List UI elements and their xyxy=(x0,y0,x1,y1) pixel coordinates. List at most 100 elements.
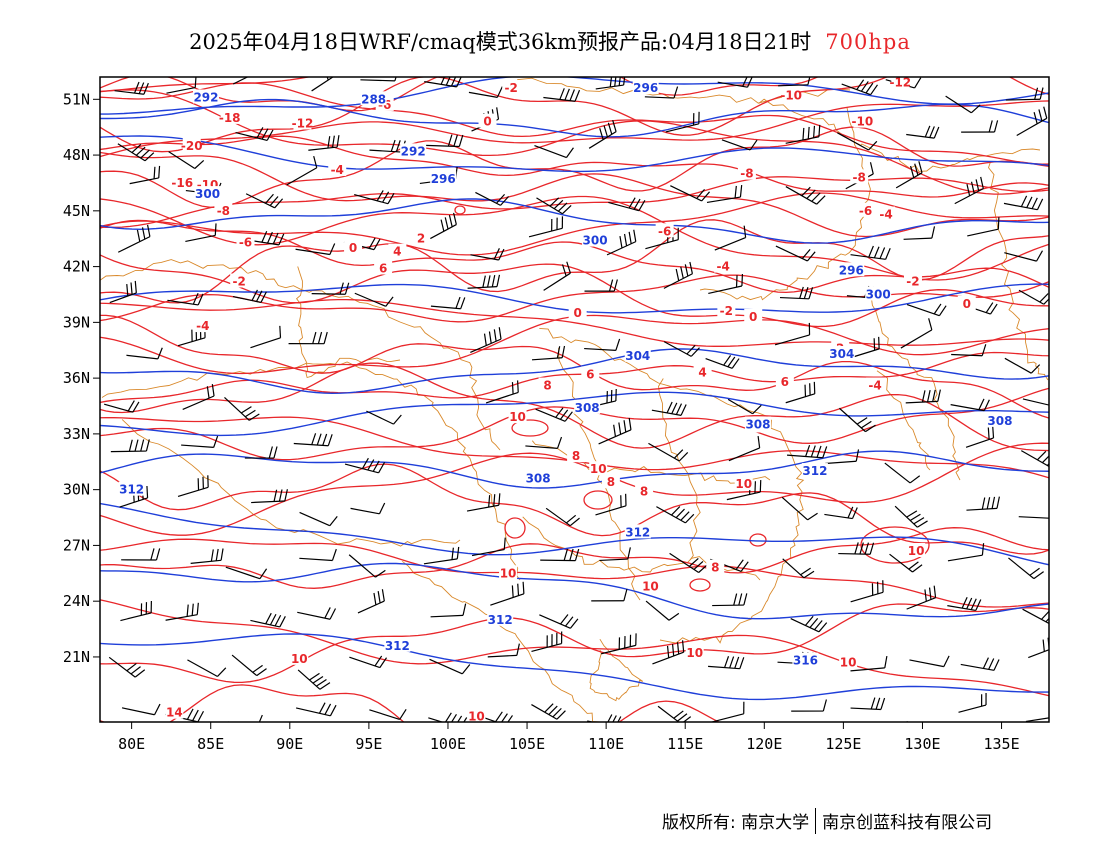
geopotential-isoline xyxy=(100,391,1049,437)
wind-barb xyxy=(528,216,564,238)
wind-barb xyxy=(588,119,617,149)
geopotential-label: 316 xyxy=(793,654,818,668)
wind-barb xyxy=(350,502,386,515)
lat-tick-label: 45N xyxy=(63,202,90,220)
geopotential-label-mask xyxy=(838,262,865,277)
temperature-label-mask xyxy=(737,165,756,180)
company-name: 南京创蓝科技有限公司 xyxy=(822,813,993,833)
wind-barb xyxy=(1004,357,1041,374)
wind-barb xyxy=(825,449,860,465)
wind-barb xyxy=(947,543,985,562)
temperature-label-mask xyxy=(775,373,794,388)
wind-barb xyxy=(652,640,685,665)
admin-border xyxy=(402,560,601,722)
wind-barb xyxy=(543,261,571,291)
temperature-label: 8 xyxy=(607,475,615,489)
wind-barb xyxy=(466,493,501,512)
wind-barb xyxy=(787,444,828,459)
wind-barb xyxy=(535,407,573,422)
axis-ticks: 80E 85E 90E 95E 100E 105E 110E 115E 120E 125E 130E… xyxy=(63,90,1020,753)
wind-barb xyxy=(951,344,987,357)
lat-tick-label: 39N xyxy=(63,313,90,331)
wind-barb xyxy=(591,588,628,602)
admin-border xyxy=(876,370,931,471)
lon-tick-label: 105E xyxy=(509,735,545,753)
wind-barb xyxy=(430,296,466,310)
wind-barb xyxy=(423,546,460,565)
geopotential-label-mask xyxy=(828,345,855,360)
wind-barb xyxy=(543,88,581,102)
temperature-label: 10 xyxy=(908,544,925,558)
temperature-label-mask xyxy=(744,308,763,323)
temperature-isotherm xyxy=(100,314,1049,375)
wind-barb xyxy=(308,135,340,151)
temperature-isotherm xyxy=(100,463,1049,555)
wind-barb xyxy=(781,496,818,521)
temperature-label: -2 xyxy=(720,304,733,318)
temperature-label: -6 xyxy=(239,235,252,249)
wind-barb xyxy=(1018,516,1049,519)
wind-barb xyxy=(190,548,224,564)
geopotential-isoline xyxy=(100,198,1049,244)
geopotential-label: 308 xyxy=(987,414,1012,428)
wind-barb xyxy=(909,655,950,668)
province-borders xyxy=(100,77,1049,722)
wind-barb xyxy=(167,292,204,306)
wind-barb xyxy=(117,224,151,253)
temperature-loop xyxy=(689,578,711,592)
geopotential-label-mask xyxy=(632,80,659,95)
temperature-label: 0 xyxy=(749,310,757,324)
wind-barb xyxy=(721,139,758,151)
wind-barbs xyxy=(104,77,1049,722)
temperature-label: -18 xyxy=(219,111,241,125)
wind-barb xyxy=(945,95,981,114)
geopotential-label: 300 xyxy=(583,234,608,248)
temperature-label-mask xyxy=(850,169,869,184)
wind-barb xyxy=(1018,289,1049,305)
wind-barb xyxy=(584,279,618,292)
temperature-label: 10 xyxy=(735,477,752,491)
geopotential-label: 304 xyxy=(625,349,650,363)
footer: 版权所有: 南京大学 南京创蓝科技有限公司 xyxy=(662,808,992,836)
wind-barb xyxy=(966,496,1000,511)
temperature-label-mask xyxy=(374,260,393,275)
admin-border xyxy=(589,638,644,702)
wind-barb xyxy=(531,703,566,720)
wind-barb xyxy=(540,548,580,562)
wind-barb xyxy=(895,161,923,189)
geopotential-label-mask xyxy=(865,286,892,301)
wind-barb xyxy=(430,212,457,240)
temperature-isotherm xyxy=(100,527,1049,589)
lon-tick-label: 130E xyxy=(904,735,940,753)
wind-barb xyxy=(900,318,933,349)
wind-barb xyxy=(1016,106,1048,136)
temperature-label: -8 xyxy=(740,167,753,181)
geopotential-label: 304 xyxy=(829,347,854,361)
wind-barb xyxy=(606,229,637,256)
temperature-label-mask xyxy=(290,650,309,665)
geopotential-label-mask xyxy=(400,143,427,158)
temperature-label: 2 xyxy=(417,232,425,246)
map-frame xyxy=(99,76,1050,723)
wind-barb xyxy=(293,433,333,447)
temperature-label: 0 xyxy=(349,241,357,255)
wind-barb xyxy=(104,400,140,413)
wind-barb xyxy=(245,193,284,209)
wind-barb xyxy=(251,489,288,504)
wind-barb xyxy=(181,435,219,448)
wind-barb xyxy=(348,554,386,578)
geopotential-label-mask xyxy=(792,652,819,667)
wind-barb xyxy=(838,407,876,433)
temperature-label-mask xyxy=(907,542,926,557)
temperature-label-mask xyxy=(693,364,712,379)
wind-barb xyxy=(665,111,700,133)
wind-barb xyxy=(228,714,263,722)
geopotential-isoline xyxy=(100,450,1049,489)
geopotential-label: 312 xyxy=(802,464,827,478)
temperature-label: -10 xyxy=(780,89,802,103)
geopotential-label: 300 xyxy=(195,187,220,201)
wind-barb xyxy=(841,79,878,96)
wind-barb xyxy=(250,325,282,349)
wind-barb xyxy=(608,197,646,212)
